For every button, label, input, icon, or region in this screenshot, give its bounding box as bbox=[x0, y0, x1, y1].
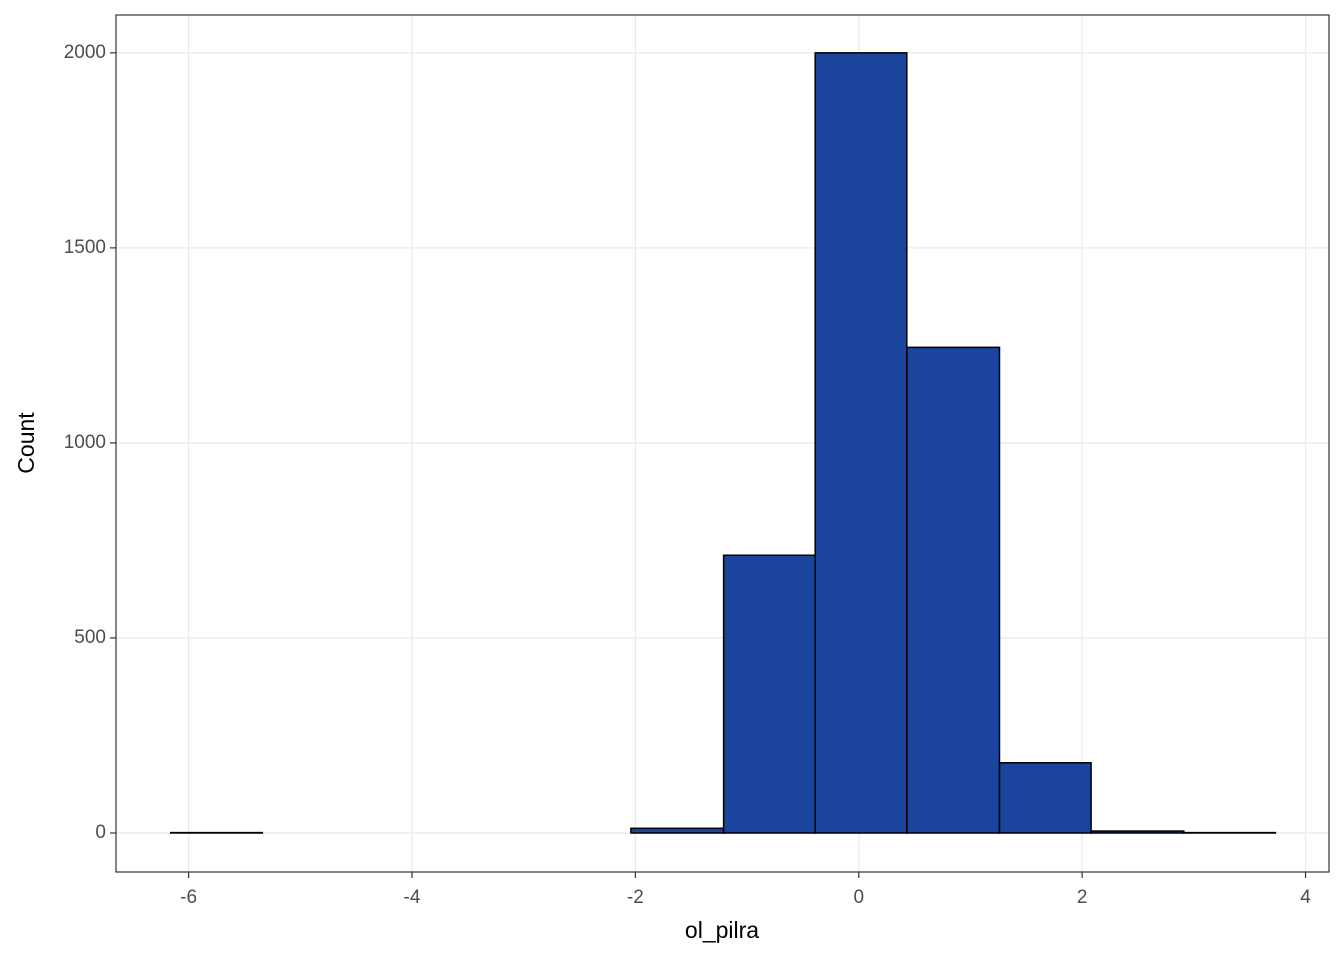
y-tick-label: 2000 bbox=[64, 42, 106, 63]
y-tick-label: 1000 bbox=[64, 432, 106, 453]
marks bbox=[169, 52, 1277, 834]
bar bbox=[998, 762, 1092, 834]
y-tick-label: 0 bbox=[95, 822, 106, 843]
bar bbox=[814, 52, 908, 834]
bar bbox=[1090, 830, 1185, 834]
x-tick-label: 4 bbox=[1300, 887, 1311, 908]
y-axis-title: Count bbox=[13, 412, 39, 474]
bar bbox=[722, 554, 816, 834]
y-tick-label: 500 bbox=[74, 627, 106, 648]
x-tick-label: -6 bbox=[180, 887, 197, 908]
x-tick-label: 2 bbox=[1077, 887, 1088, 908]
x-axis-title: ol_pilra bbox=[685, 917, 759, 943]
bar bbox=[906, 346, 1001, 834]
x-tick-label: -2 bbox=[627, 887, 644, 908]
y-tick-label: 1500 bbox=[64, 237, 106, 258]
x-tick-label: -4 bbox=[404, 887, 421, 908]
x-tick-label: 0 bbox=[853, 887, 864, 908]
bar bbox=[630, 827, 725, 834]
